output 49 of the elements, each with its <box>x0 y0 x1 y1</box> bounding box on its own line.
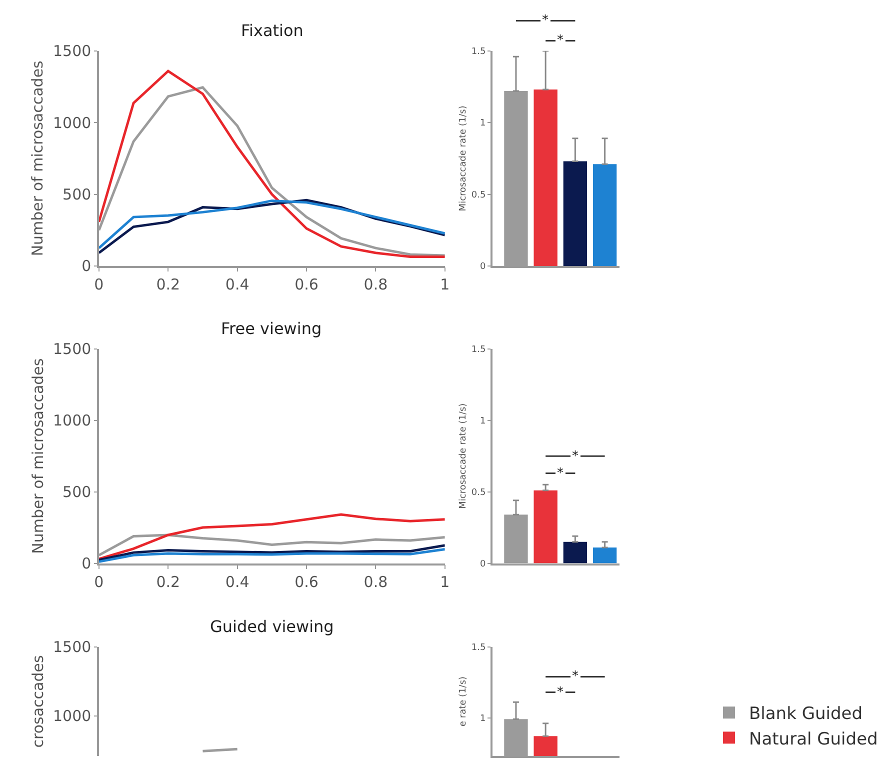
annotation: * <box>557 685 564 700</box>
y-tick-label: 0 <box>82 554 92 573</box>
x-tick-label: 0.4 <box>225 573 250 592</box>
y-tick-label: 1500 <box>53 42 92 60</box>
chart-title: Fixation <box>241 21 304 40</box>
y-axis-title: Number of microsaccades <box>28 60 47 256</box>
y-tick-label: 0 <box>480 262 486 272</box>
x-tick-label: 0.4 <box>225 276 250 294</box>
y-tick-label: 500 <box>62 483 92 502</box>
y-tick-label: 1.5 <box>471 345 486 356</box>
y-tick-label: 1000 <box>53 114 92 132</box>
y-tick-label: 0.5 <box>471 488 486 498</box>
y-axis-title: crosaccades <box>28 655 47 748</box>
x-tick-label: 0.2 <box>156 573 180 592</box>
y-tick-label: 0 <box>82 257 92 276</box>
legend-label: Blank Guided <box>749 704 863 724</box>
y-tick-label: 1 <box>480 416 486 426</box>
y-axis-title: Number of microsaccades <box>28 358 47 554</box>
y-axis-title: e rate (1/s) <box>458 676 468 726</box>
x-tick-label: 0.2 <box>156 276 180 294</box>
x-tick-label: 1 <box>440 276 450 294</box>
x-tick-label: 0.6 <box>294 573 318 592</box>
y-tick-label: 1000 <box>53 707 92 726</box>
y-tick-label: 1500 <box>53 340 92 358</box>
x-tick-label: 1 <box>440 573 450 592</box>
annotation: * <box>557 466 564 481</box>
text: * <box>542 13 549 28</box>
y-tick-label: 1500 <box>53 638 92 656</box>
annotation: * <box>572 669 579 684</box>
x-tick-label: 0 <box>94 276 104 294</box>
x-tick-label: 0 <box>94 573 104 592</box>
y-tick-label: 0 <box>480 559 486 570</box>
y-tick-label: 1 <box>480 118 486 129</box>
x-tick-label: 0.8 <box>364 573 388 592</box>
x-tick-label: 0.6 <box>294 276 318 294</box>
y-tick-label: 1.5 <box>471 46 486 57</box>
y-tick-label: 0.5 <box>471 190 486 200</box>
y-tick-label: 1.5 <box>471 643 486 654</box>
chart-title: Free viewing <box>221 319 322 338</box>
chart-title: Guided viewing <box>210 617 334 636</box>
annotation: * <box>572 449 579 464</box>
y-tick-label: 1000 <box>53 412 92 430</box>
legend-label: Natural Guided <box>749 729 878 750</box>
y-tick-label: 1 <box>480 714 486 724</box>
y-axis-title: Microsaccade rate (1/s) <box>458 403 468 509</box>
x-tick-label: 0.8 <box>364 276 388 294</box>
y-axis-title: Microsaccade rate (1/s) <box>458 106 468 212</box>
text: * <box>557 33 564 48</box>
y-tick-label: 500 <box>62 186 92 204</box>
